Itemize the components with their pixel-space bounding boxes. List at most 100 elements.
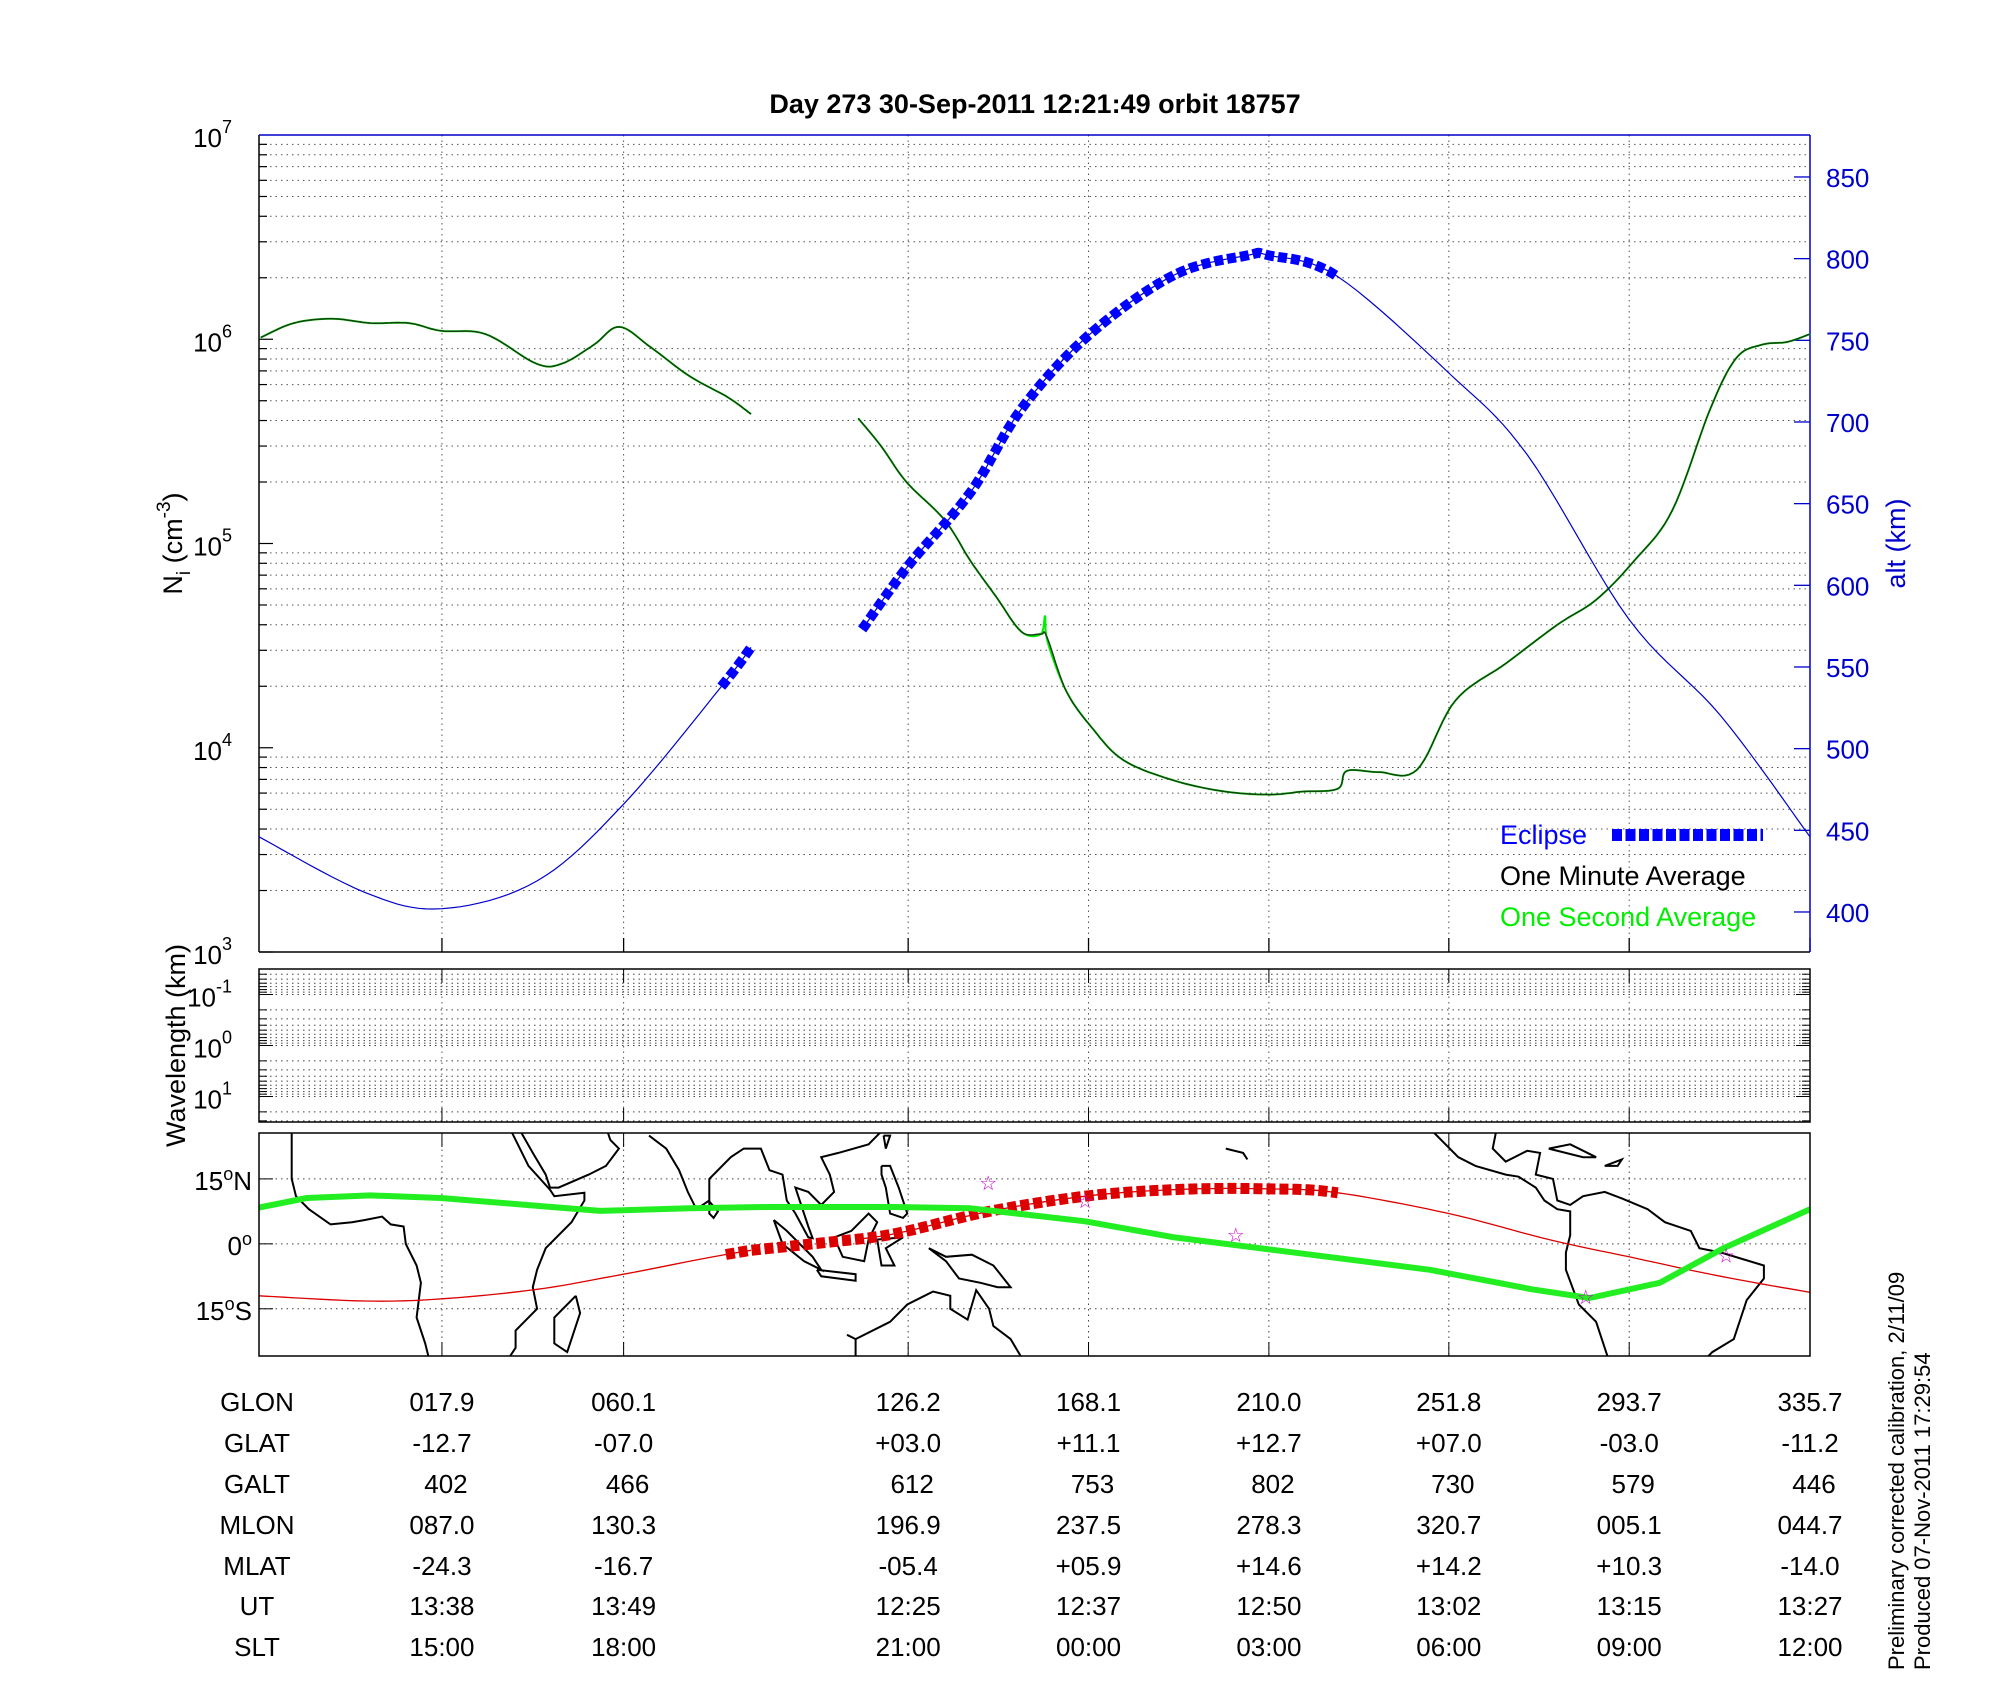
y-label-base: N [158,575,188,595]
table-cell: 320.7 [1416,1510,1481,1540]
coastline [833,1212,879,1263]
y-tick-label: 106 [193,321,232,357]
one-second-average-line [857,333,1811,796]
footnote-line-1: Preliminary corrected calibration, 2/11/… [1884,1272,1909,1670]
coastline [553,1295,582,1354]
right-tick-label: 500 [1826,735,1869,765]
ephemeris-table: GLON 017.9 060.1 126.2 168.1 210.0 251.8 293.7 3… [219,1387,1842,1662]
star-marker: ☆ [1227,1225,1245,1247]
y-tick-base: 10 [193,1085,222,1115]
table-cell: 210.0 [1236,1387,1301,1417]
table-cell: 06:00 [1416,1632,1481,1662]
table-cell: 13:27 [1777,1591,1842,1621]
table-cell: 278.3 [1236,1510,1301,1540]
coastline [1604,1157,1625,1167]
latitude-tick-label: 0o [228,1229,252,1261]
degree-symbol: o [225,1294,235,1314]
track-eclipse-marker [724,1182,1339,1260]
table-cell: 13:49 [591,1591,656,1621]
table-cell: 13:02 [1416,1591,1481,1621]
table-cell: +12.7 [1236,1428,1302,1458]
table-cell: 251.8 [1416,1387,1481,1417]
y-tick-exponent: 1 [222,1079,232,1099]
y-tick-base: 10 [193,736,222,766]
y-tick-exponent: 0 [222,1028,232,1048]
hemisphere: S [235,1296,252,1326]
coastline [1491,1133,1765,1356]
y-label-unit: (cm [158,518,188,570]
right-tick-label: 450 [1826,816,1869,846]
table-cell: 130.3 [591,1510,656,1540]
table-cell: +03.0 [875,1428,941,1458]
y-tick-label: 103 [193,934,232,970]
table-cell: 446 [1792,1469,1835,1499]
one-second-average-line [260,317,752,415]
table-cell: 802 [1251,1469,1294,1499]
y-axis-label: Ni (cm-3) [154,492,195,594]
table-cell: 15:00 [409,1632,474,1662]
table-cell: 12:37 [1056,1591,1121,1621]
table-cell: -14.0 [1780,1551,1839,1581]
y-tick-label: 100 [193,1028,232,1064]
dip-equator-line [259,1192,1810,1301]
table-cell: 017.9 [409,1387,474,1417]
table-cell: 126.2 [876,1387,941,1417]
table-cell: 730 [1431,1469,1474,1499]
table-cell: -24.3 [412,1551,471,1581]
lat-value: 0 [228,1231,242,1261]
table-cell: -12.7 [412,1428,471,1458]
coastline [880,1164,909,1220]
star-marker: ☆ [1717,1246,1735,1268]
eclipse-marker [717,644,756,690]
table-cell: 753 [1071,1469,1114,1499]
table-cell: 087.0 [409,1510,474,1540]
y-tick-base: 10 [187,983,216,1013]
table-cell: 12:25 [876,1591,941,1621]
table-cell: 12:50 [1236,1591,1301,1621]
y-tick-exponent: 6 [222,321,232,341]
right-tick-label: 750 [1826,326,1869,356]
table-cell: +10.3 [1596,1551,1662,1581]
y-tick-exponent: 4 [222,730,232,750]
coastline [876,1236,904,1267]
table-cell: 466 [606,1469,649,1499]
coastline [928,1247,1013,1289]
wavelength-frame [258,968,1811,1123]
table-cell: 237.5 [1056,1510,1121,1540]
table-cell: 13:38 [409,1591,474,1621]
y-tick-base: 10 [193,123,222,153]
table-cell: 03:00 [1236,1632,1301,1662]
table-cell: 044.7 [1777,1510,1842,1540]
right-tick-label: 850 [1826,163,1869,193]
table-cell: 21:00 [876,1632,941,1662]
table-cell: 196.9 [876,1510,941,1540]
legend-one-second-label: One Second Average [1500,902,1756,932]
coastline [508,1133,586,1356]
coastline [882,1134,892,1149]
table-cell: -07.0 [594,1428,653,1458]
row-label-mlon: MLON [219,1510,294,1540]
row-label-glon: GLON [220,1387,294,1417]
y-tick-exponent: -1 [216,977,232,997]
y-tick-base: 10 [193,940,222,970]
star-marker: ☆ [979,1173,997,1195]
table-cell: 579 [1612,1469,1655,1499]
eclipse-marker [858,247,1341,633]
table-cell: +05.9 [1056,1551,1122,1581]
coastline [1225,1147,1249,1160]
table-cell: 402 [424,1469,467,1499]
table-cell: -11.2 [1781,1428,1838,1458]
table-cell: 09:00 [1597,1632,1662,1662]
y-tick-exponent: 7 [222,117,232,137]
table-cell: 168.1 [1056,1387,1121,1417]
y-tick-exponent: 5 [222,526,232,546]
table-cell: -16.7 [594,1551,653,1581]
coastline [846,1287,1022,1356]
table-cell: 13:15 [1597,1591,1662,1621]
right-tick-label: 700 [1826,408,1869,438]
right-tick-label: 550 [1826,653,1869,683]
y-tick-base: 10 [193,532,222,562]
